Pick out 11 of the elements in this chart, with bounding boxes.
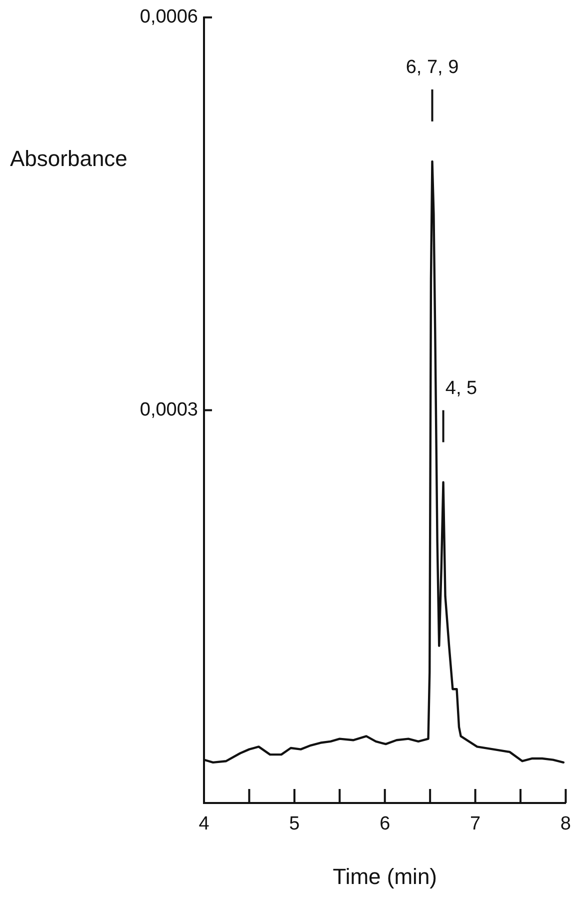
y-tick-label: 0,0003 [140, 399, 198, 420]
y-axis-title: Absorbance [10, 146, 128, 172]
y-tick-label: 0,0006 [140, 6, 198, 28]
x-tick-label: 6 [380, 814, 390, 835]
annotation: 4, 5 [445, 378, 478, 399]
x-axis-title: Time (min) [332, 864, 438, 889]
x-tick-label: 7 [470, 814, 481, 835]
x-tick-label: 5 [289, 814, 300, 835]
annotation: 6, 7, 9 [406, 57, 459, 78]
x-tick-label: 4 [198, 814, 210, 835]
x-tick-label: 8 [560, 814, 572, 835]
